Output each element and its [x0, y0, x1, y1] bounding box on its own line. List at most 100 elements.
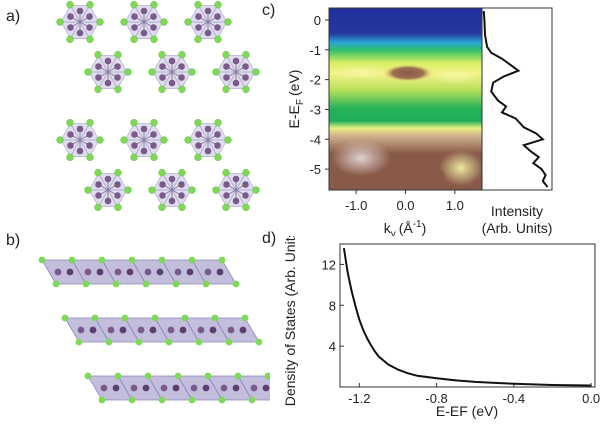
dos-y-ticks: 4 8 12: [322, 257, 344, 354]
metal-atom: [144, 268, 152, 276]
metal-atom: [86, 13, 93, 20]
metal-atom: [262, 384, 270, 392]
metal-atom: [86, 131, 93, 138]
x-tick-label: 0.0: [582, 391, 600, 406]
metal-atom: [204, 29, 212, 37]
ligand-atom: [214, 153, 222, 161]
ligand-atom: [222, 51, 230, 59]
dos-curve: [342, 247, 592, 387]
metal-atom: [66, 268, 74, 276]
metal-atom: [86, 142, 93, 149]
ligand-atom: [204, 372, 212, 380]
metal-atom: [137, 326, 145, 334]
ligand-atom: [130, 119, 138, 127]
dos-x-ticks: -1.2 -0.8 -0.4 0.0: [348, 383, 600, 406]
momentum-axis-ticks: -1.0 0.0 1.0: [345, 190, 464, 213]
ligand-atom: [84, 372, 92, 380]
ligand-atom: [120, 136, 128, 144]
metal-atom: [160, 384, 168, 392]
octahedron-unit: [184, 1, 232, 43]
metal-atom: [140, 147, 148, 155]
y-tick-label: 8: [329, 298, 336, 313]
ligand-atom: [211, 314, 219, 322]
metal-atom: [142, 384, 150, 392]
metal-atom: [95, 74, 102, 81]
ligand-atom: [84, 68, 92, 76]
ligand-atom: [98, 256, 106, 264]
ligand-atom: [120, 18, 128, 26]
ligand-atom: [158, 203, 166, 211]
intensity-label: Intensity: [491, 203, 543, 219]
ligand-atom: [242, 203, 250, 211]
metal-atom: [114, 74, 121, 81]
ligand-atom: [114, 372, 122, 380]
metal-atom: [95, 192, 102, 199]
metal-atom: [86, 24, 93, 31]
ligand-atom: [194, 119, 202, 127]
ligand-atom: [242, 51, 250, 59]
x-tick-label: 0.0: [396, 198, 414, 213]
panel-label-c: c): [262, 2, 276, 19]
metal-atom: [174, 268, 182, 276]
metal-atom: [168, 197, 176, 205]
dos-plot-frame: [339, 243, 596, 388]
ligand-atom: [188, 256, 196, 264]
metal-atom: [178, 181, 185, 188]
panel-label-d: d): [262, 230, 277, 247]
y-tick-label: -1: [309, 43, 321, 58]
metal-atom: [186, 268, 194, 276]
octahedron-unit: [148, 169, 196, 211]
layer: [61, 314, 263, 346]
metal-atom: [77, 326, 85, 334]
ligand-atom: [184, 136, 192, 144]
ligand-atom: [68, 256, 76, 264]
ligand-atom: [165, 338, 173, 346]
metal-atom: [232, 79, 240, 87]
ligand-atom: [61, 314, 69, 322]
ligand-atom: [124, 68, 132, 76]
ligand-atom: [234, 372, 242, 380]
ligand-atom: [158, 396, 166, 404]
metal-atom: [204, 7, 212, 15]
ligand-atom: [66, 153, 74, 161]
ligand-atom: [224, 136, 232, 144]
metal-atom: [131, 142, 138, 149]
intensity-curve: [482, 10, 549, 188]
metal-atom: [76, 29, 84, 37]
ligand-atom: [86, 1, 94, 9]
metal-atom: [178, 74, 185, 81]
ligand-atom: [194, 1, 202, 9]
x-tick-label: 1.0: [446, 198, 464, 213]
ligand-atom: [144, 372, 152, 380]
crystal-structure-top-view: [56, 1, 260, 211]
metal-atom: [197, 326, 205, 334]
x-tick-label: -0.8: [425, 391, 447, 406]
ligand-atom: [151, 314, 159, 322]
y-tick-label: 4: [329, 339, 336, 354]
metal-atom: [140, 125, 148, 133]
metal-atom: [67, 142, 74, 149]
metal-atom: [104, 197, 112, 205]
metal-atom: [131, 13, 138, 20]
octahedron-unit: [56, 1, 104, 43]
metal-atom: [104, 79, 112, 87]
arpes-panel: 0-1-2-3-4-5 -1.0 0.0 1.0 E-EF(eV) ky (Å-1) …: [286, 7, 553, 236]
ligand-atom: [52, 280, 60, 288]
ligand-atom: [214, 119, 222, 127]
ligand-atom: [128, 396, 136, 404]
metal-atom: [95, 181, 102, 188]
metal-atom: [195, 131, 202, 138]
metal-atom: [223, 192, 230, 199]
ligand-atom: [241, 314, 249, 322]
ligand-atom: [184, 18, 192, 26]
metal-atom: [67, 131, 74, 138]
metal-atom: [195, 24, 202, 31]
metal-atom: [242, 192, 249, 199]
metal-atom: [242, 181, 249, 188]
metal-atom: [204, 125, 212, 133]
ligand-atom: [242, 85, 250, 93]
ligand-atom: [194, 153, 202, 161]
y-tick-label: 12: [322, 257, 336, 272]
octahedron-unit: [184, 119, 232, 161]
ligand-atom: [38, 256, 46, 264]
